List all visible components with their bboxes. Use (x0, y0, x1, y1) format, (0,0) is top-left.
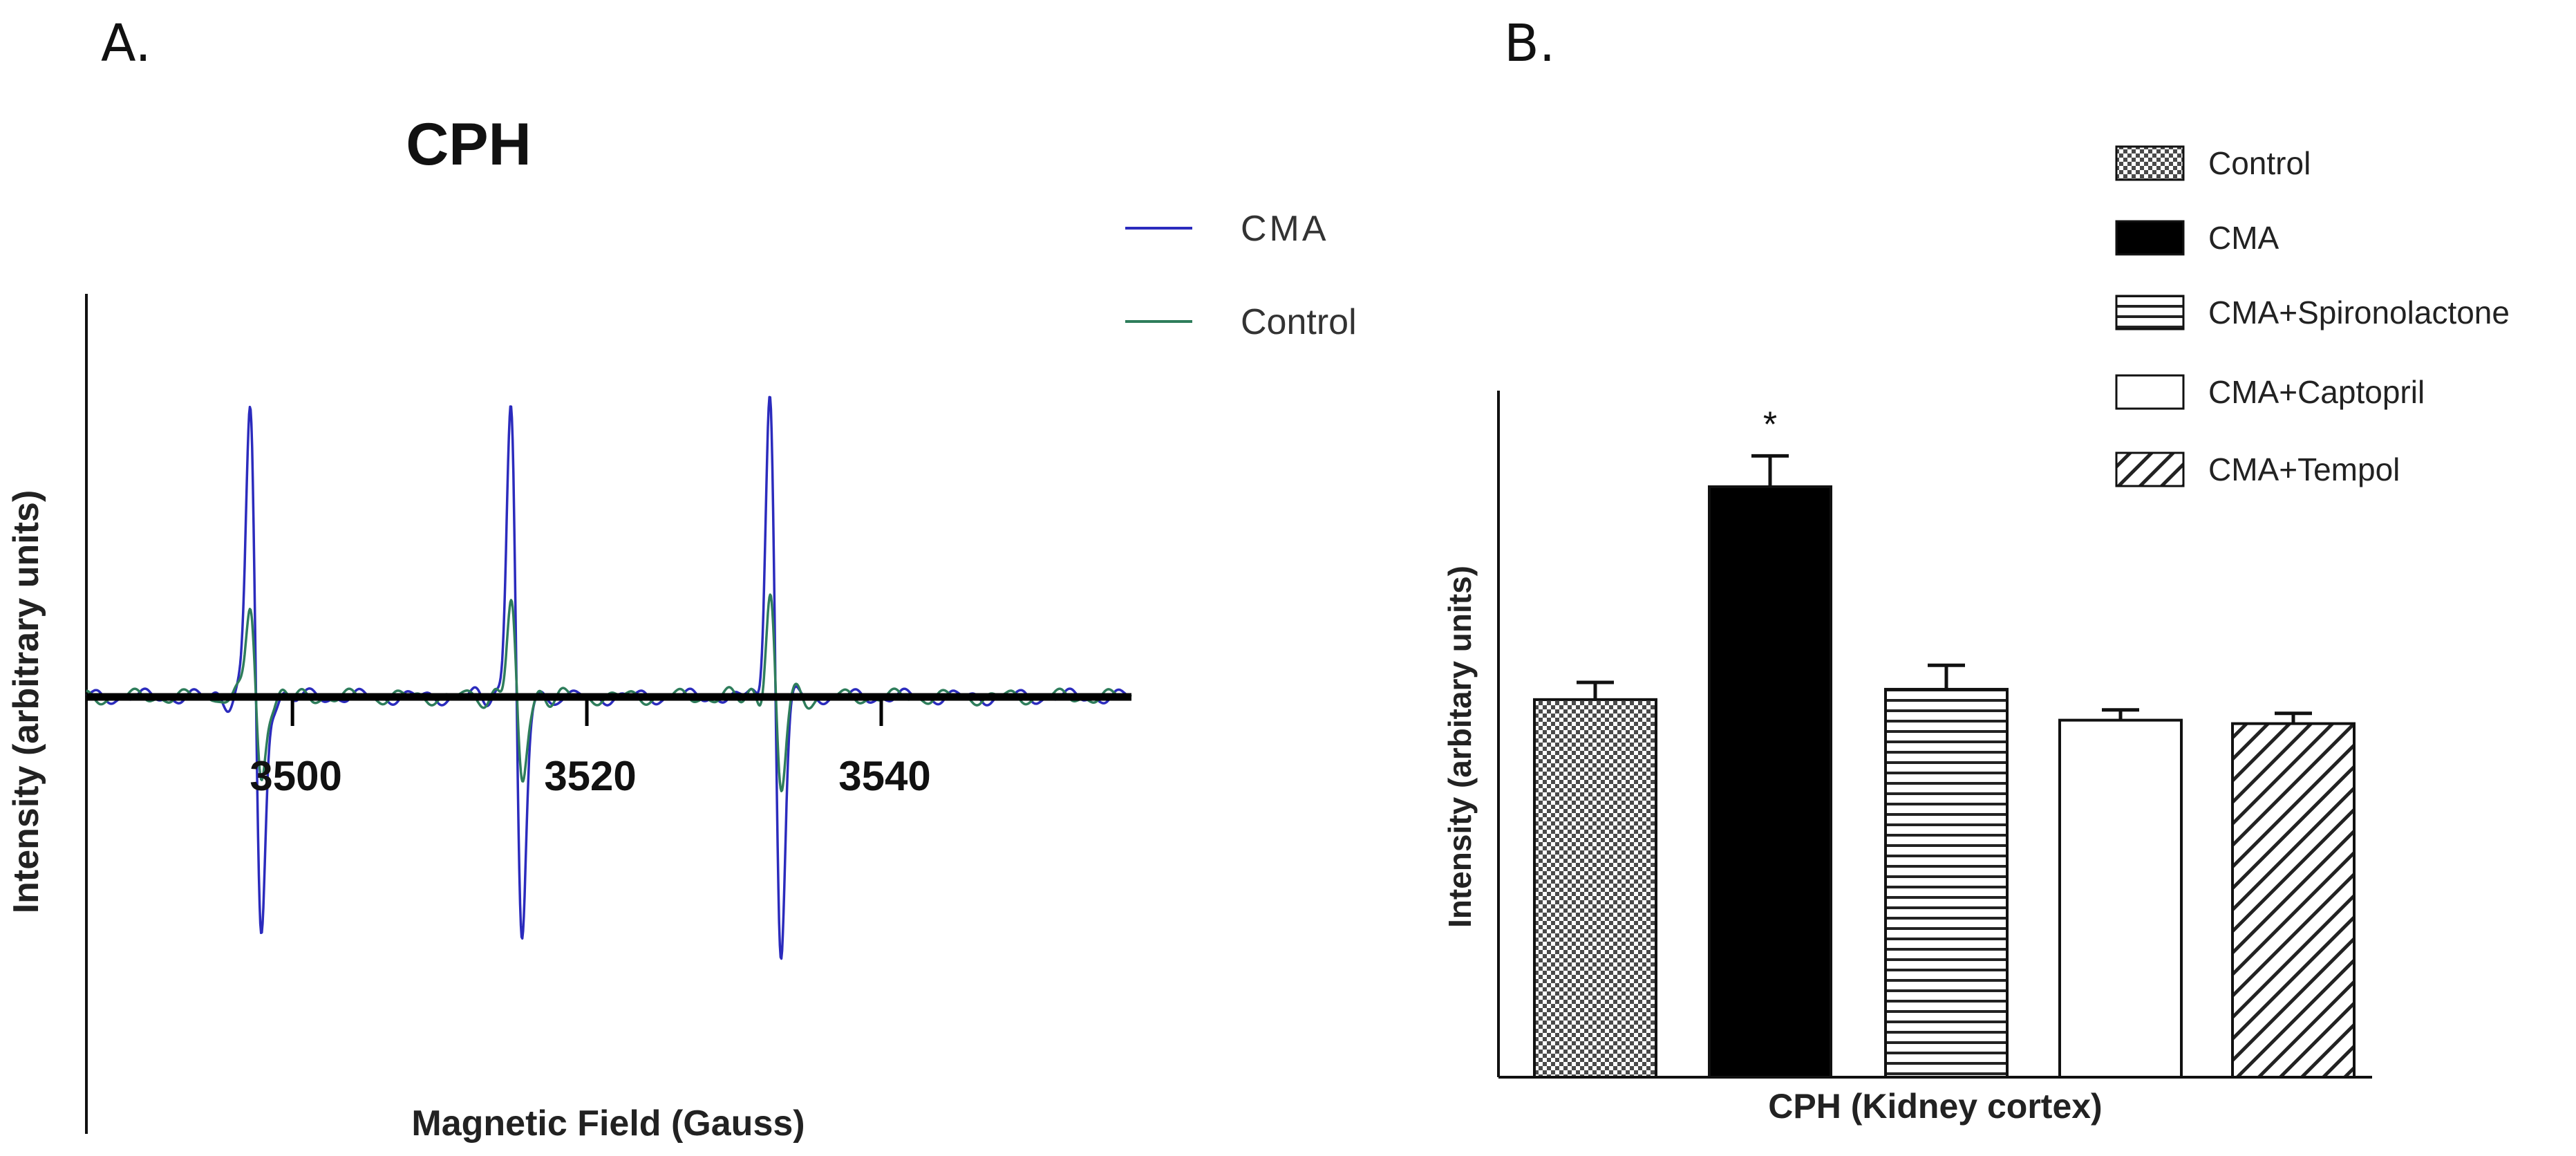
epr-title: CPH (406, 111, 532, 178)
legend-bar-cma: CMA (2208, 220, 2279, 256)
bar-x-axis-label: CPH (Kidney cortex) (1768, 1087, 2102, 1126)
panel-b-letter: B. (1504, 14, 1556, 73)
legend-bar-spironolactone: CMA+Spironolactone (2208, 295, 2510, 330)
bar-y-axis-label: Intensity (arbitary units) (1442, 566, 1478, 928)
bar-control (1533, 698, 1657, 1079)
bar-chart: * Intensity (arbitary units) CPH (Kidney… (1442, 145, 2510, 1126)
legend-label-cma: CMA (1241, 209, 1329, 249)
bar-cma-tempol (2231, 722, 2356, 1079)
epr-x-tick-label: 3540 (838, 753, 930, 799)
bar-cma-spironolactone (1884, 687, 2009, 1079)
legend-swatch-captopril (2115, 374, 2185, 410)
significance-marker: * (1763, 404, 1777, 445)
bar-cma (1708, 485, 1832, 1079)
bar-area: * (1533, 404, 2356, 1079)
epr-traces (86, 395, 1132, 960)
legend-label-control: Control (1241, 302, 1357, 342)
legend-swatch-cma-bar (2115, 220, 2185, 256)
panel-a-letter: A. (101, 14, 151, 73)
legend-swatch-spironolactone (2115, 295, 2185, 330)
epr-y-axis-label: Intensity (arbitrary units) (6, 490, 46, 914)
epr-chart: CPH 3500 3520 3540 Intensity (arbitrary un… (6, 111, 1357, 1144)
bar-cma-captopril (2058, 718, 2183, 1079)
legend-swatch-control-bar (2115, 145, 2185, 181)
legend-bar-control: Control (2208, 145, 2311, 181)
epr-ticks: 3500 3520 3540 (250, 697, 931, 799)
legend-bar-captopril: CMA+Captopril (2208, 374, 2425, 410)
epr-legend: CMA Control (1125, 209, 1357, 342)
epr-series-cma (86, 395, 1132, 960)
epr-x-axis-label: Magnetic Field (Gauss) (411, 1103, 805, 1144)
epr-x-tick-label: 3520 (544, 753, 636, 799)
legend-bar-tempol: CMA+Tempol (2208, 451, 2400, 487)
epr-x-tick-label: 3500 (250, 753, 341, 799)
bar-legend: Control CMA CMA+Spironolactone CMA+Capto… (2115, 145, 2510, 487)
legend-swatch-tempol (2115, 451, 2185, 487)
